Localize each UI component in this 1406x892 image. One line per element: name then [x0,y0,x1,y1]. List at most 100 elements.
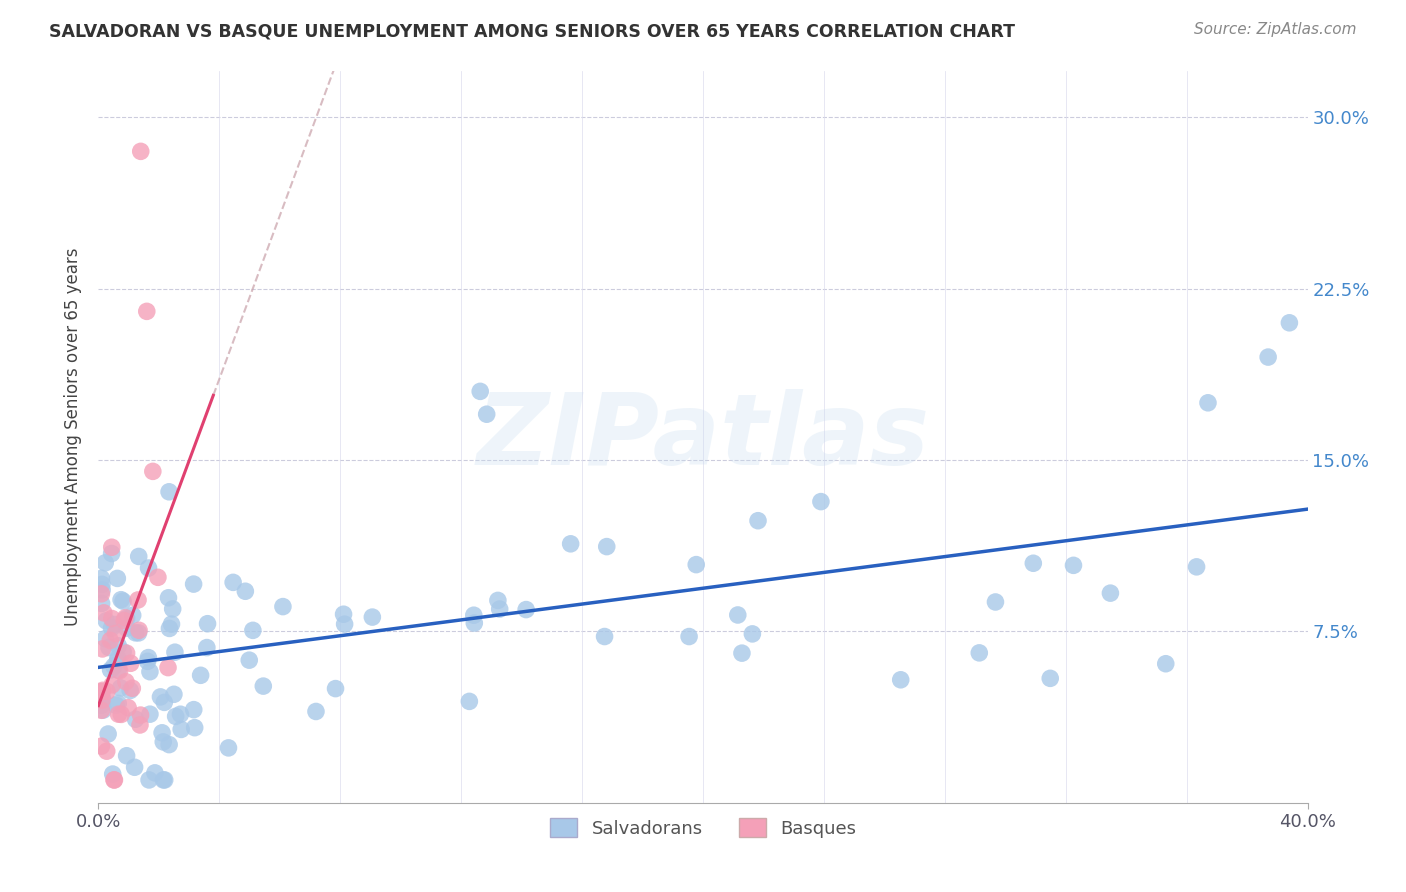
Salvadorans [170,723,193,737]
Salvadorans [475,407,498,421]
Salvadorans [110,592,132,607]
Basques [91,642,114,657]
Basques [121,681,143,696]
Salvadorans [157,738,180,752]
Salvadorans [190,668,212,682]
Salvadorans [153,695,176,709]
Basques [114,611,136,625]
Basques [115,646,138,660]
Salvadorans [747,514,769,528]
Y-axis label: Unemployment Among Seniors over 65 years: Unemployment Among Seniors over 65 years [65,248,83,626]
Salvadorans [222,575,245,590]
Salvadorans [98,640,121,655]
Salvadorans [107,663,129,677]
Basques [157,660,180,674]
Basques [135,304,157,318]
Salvadorans [463,615,485,630]
Salvadorans [162,602,184,616]
Salvadorans [1185,559,1208,574]
Salvadorans [90,698,112,713]
Salvadorans [152,772,174,787]
Salvadorans [100,621,122,635]
Text: ZIPatlas: ZIPatlas [477,389,929,485]
Salvadorans [169,707,191,722]
Salvadorans [515,602,537,616]
Basques [90,703,112,717]
Salvadorans [97,727,120,741]
Salvadorans [560,537,582,551]
Basques [93,606,115,620]
Salvadorans [128,549,150,564]
Salvadorans [159,622,181,636]
Salvadorans [136,654,159,668]
Text: Source: ZipAtlas.com: Source: ZipAtlas.com [1194,22,1357,37]
Salvadorans [1197,396,1219,410]
Basques [108,664,131,678]
Basques [90,685,112,699]
Salvadorans [124,760,146,774]
Basques [129,145,152,159]
Salvadorans [195,640,218,655]
Text: SALVADORAN VS BASQUE UNEMPLOYMENT AMONG SENIORS OVER 65 YEARS CORRELATION CHART: SALVADORAN VS BASQUE UNEMPLOYMENT AMONG … [49,22,1015,40]
Salvadorans [150,726,173,740]
Basques [90,739,112,754]
Salvadorans [810,494,832,508]
Salvadorans [101,767,124,781]
Salvadorans [96,614,118,628]
Salvadorans [139,665,162,679]
Salvadorans [1154,657,1177,671]
Salvadorans [486,593,509,607]
Salvadorans [305,705,328,719]
Salvadorans [160,617,183,632]
Basques [110,707,132,722]
Basques [120,657,142,671]
Salvadorans [463,608,485,623]
Salvadorans [361,610,384,624]
Basques [129,708,152,723]
Salvadorans [100,547,122,561]
Salvadorans [890,673,912,687]
Salvadorans [110,681,132,695]
Salvadorans [107,697,129,711]
Salvadorans [238,653,260,667]
Salvadorans [233,584,256,599]
Salvadorans [727,607,749,622]
Basques [117,700,139,714]
Basques [101,678,124,692]
Basques [107,707,129,722]
Salvadorans [593,630,616,644]
Salvadorans [138,650,160,665]
Salvadorans [91,577,114,591]
Salvadorans [103,659,125,673]
Salvadorans [138,772,160,787]
Salvadorans [115,748,138,763]
Salvadorans [90,597,112,611]
Salvadorans [112,645,135,659]
Salvadorans [157,591,180,605]
Salvadorans [103,617,125,632]
Salvadorans [121,608,143,623]
Salvadorans [984,595,1007,609]
Salvadorans [183,721,205,735]
Salvadorans [332,607,354,622]
Salvadorans [128,626,150,640]
Salvadorans [741,627,763,641]
Salvadorans [138,561,160,575]
Basques [90,685,112,699]
Salvadorans [115,611,138,625]
Basques [112,614,135,628]
Salvadorans [157,484,180,499]
Basques [91,683,114,698]
Basques [98,633,121,648]
Basques [115,674,138,689]
Salvadorans [1063,558,1085,573]
Salvadorans [105,698,128,713]
Salvadorans [731,646,754,660]
Basques [96,744,118,758]
Basques [129,718,152,732]
Salvadorans [1257,350,1279,364]
Salvadorans [333,617,356,632]
Salvadorans [139,707,162,722]
Salvadorans [100,663,122,677]
Basques [103,772,125,787]
